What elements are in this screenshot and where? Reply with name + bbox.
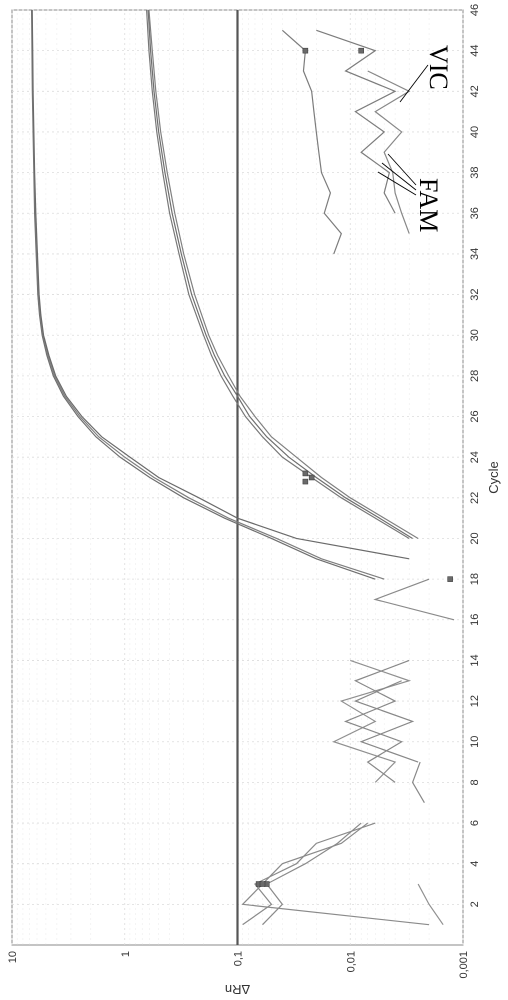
chart-svg: 2468101214161820222426283032343638404244… bbox=[0, 0, 508, 1000]
svg-text:16: 16 bbox=[469, 614, 481, 626]
svg-text:0,1: 0,1 bbox=[233, 951, 245, 966]
ct-marker bbox=[309, 475, 314, 480]
x-axis-label: Cycle bbox=[486, 461, 501, 494]
svg-text:36: 36 bbox=[469, 207, 481, 219]
svg-text:0,01: 0,01 bbox=[345, 951, 357, 972]
svg-text:32: 32 bbox=[469, 288, 481, 300]
svg-text:20: 20 bbox=[469, 532, 481, 544]
svg-text:12: 12 bbox=[469, 695, 481, 707]
svg-text:24: 24 bbox=[469, 451, 481, 463]
amplification-plot: 2468101214161820222426283032343638404244… bbox=[0, 0, 508, 1000]
svg-text:10: 10 bbox=[7, 951, 19, 963]
ct-marker bbox=[303, 479, 308, 484]
ct-marker bbox=[359, 48, 364, 53]
svg-text:0,001: 0,001 bbox=[458, 951, 470, 979]
y-axis-label: ΔRn bbox=[225, 982, 250, 997]
svg-text:8: 8 bbox=[469, 779, 481, 785]
ct-marker bbox=[260, 882, 265, 887]
svg-text:10: 10 bbox=[469, 736, 481, 748]
svg-text:22: 22 bbox=[469, 492, 481, 504]
ct-marker bbox=[303, 471, 308, 476]
ct-marker bbox=[448, 577, 453, 582]
svg-text:18: 18 bbox=[469, 573, 481, 585]
svg-text:44: 44 bbox=[469, 45, 481, 57]
svg-text:30: 30 bbox=[469, 329, 481, 341]
svg-text:6: 6 bbox=[469, 820, 481, 826]
svg-text:38: 38 bbox=[469, 166, 481, 178]
annotation-fam: FAM bbox=[414, 178, 443, 232]
svg-text:34: 34 bbox=[469, 248, 481, 260]
svg-text:46: 46 bbox=[469, 4, 481, 16]
ct-marker bbox=[303, 48, 308, 53]
svg-text:28: 28 bbox=[469, 370, 481, 382]
svg-text:14: 14 bbox=[469, 654, 481, 666]
svg-text:40: 40 bbox=[469, 126, 481, 138]
svg-text:42: 42 bbox=[469, 85, 481, 97]
svg-text:4: 4 bbox=[469, 861, 481, 867]
svg-text:2: 2 bbox=[469, 901, 481, 907]
svg-text:1: 1 bbox=[120, 951, 132, 957]
annotation-vic: VIC bbox=[424, 45, 453, 90]
svg-text:26: 26 bbox=[469, 410, 481, 422]
